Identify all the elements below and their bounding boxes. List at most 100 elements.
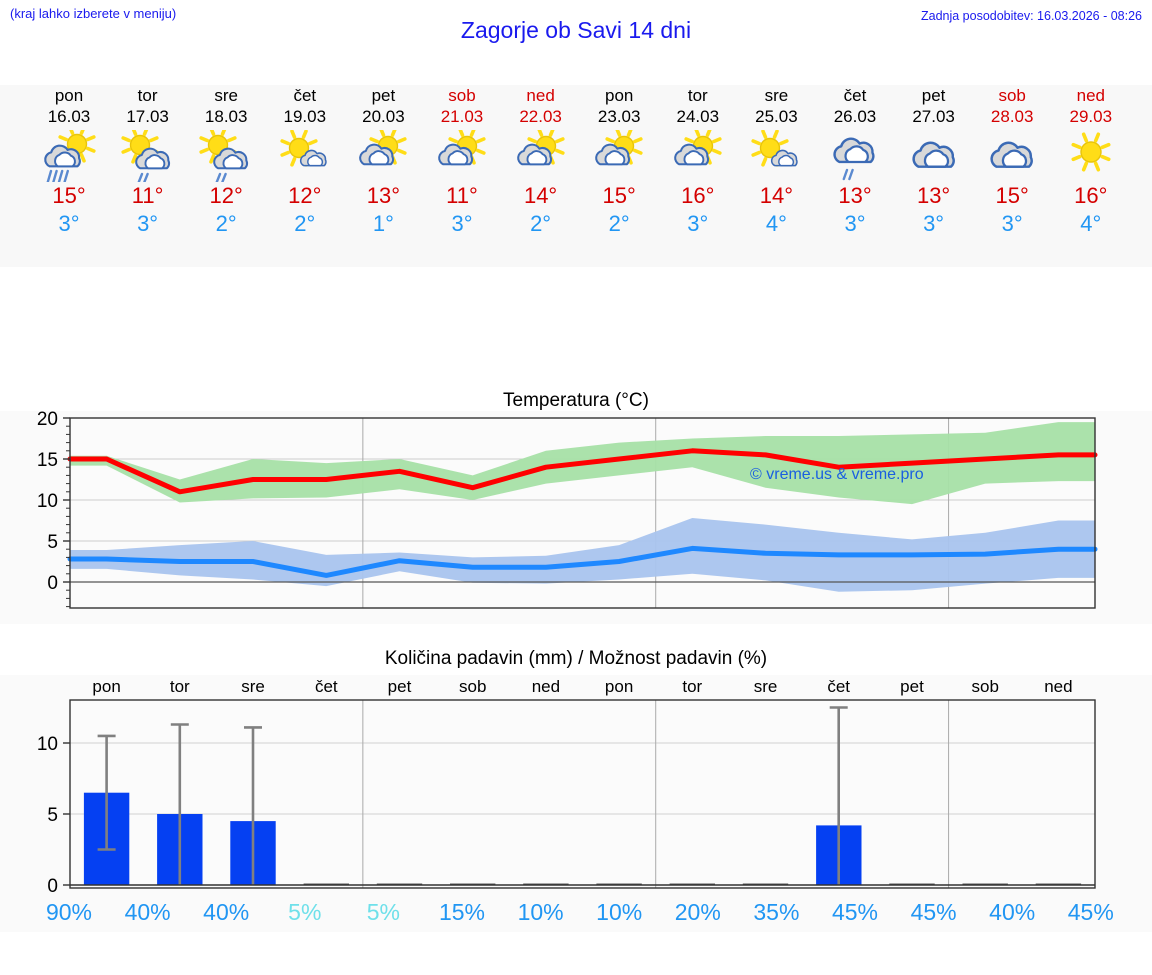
day-date-label: 20.03 (362, 107, 405, 126)
min-temperature-label: 3° (137, 211, 159, 236)
page-header: (kraj lahko izberete v meniju) Zagorje o… (0, 0, 1152, 60)
precipitation-probability-5: 5% (366, 899, 401, 925)
day-column-14[interactable]: ned 29.03 16° 4° (1051, 85, 1130, 238)
day-column-4[interactable]: čet 19.03 12° 2° (265, 85, 344, 238)
day-of-week-label: ned (526, 86, 555, 105)
min-temperature-label: 1° (372, 211, 394, 236)
precipitation-probability-9: 20% (674, 899, 721, 925)
max-temperature-label: 15° (52, 183, 86, 208)
day-column-8[interactable]: pon 23.03 15° 2° (580, 85, 659, 238)
temp-section-top-spacer (0, 384, 1152, 411)
svg-text:0: 0 (47, 573, 58, 594)
svg-text:5: 5 (47, 532, 58, 553)
day-column-1[interactable]: pon 16.03 15° 3° (30, 85, 109, 238)
copyright-text: © vreme.us & vreme.pro (750, 466, 924, 483)
day-column-5[interactable]: pet 20.03 13° 1° (344, 85, 423, 238)
day-column-12[interactable]: pet 27.03 13° 3° (894, 85, 973, 238)
day-date-label: 24.03 (676, 107, 720, 126)
day-date-label: 23.03 (597, 107, 641, 126)
prec-day-label-1: pon (92, 677, 120, 696)
sun-cloud-icon (438, 130, 486, 166)
min-temperature-label: 2° (608, 211, 630, 236)
day-date-label: 27.03 (912, 107, 955, 126)
prec-day-label-13: sob (971, 677, 998, 696)
weather-icon-wrap (423, 130, 502, 182)
precipitation-probability-11: 45% (831, 899, 879, 925)
sun-smallcloud-icon (280, 130, 327, 167)
max-temperature-label: 13° (838, 183, 872, 208)
svg-text:10: 10 (37, 734, 58, 755)
weather-icon-wrap (973, 130, 1052, 182)
cloud-icon (990, 141, 1034, 168)
min-temperature-label: 2° (294, 211, 316, 236)
max-temperature-label: 12° (288, 183, 322, 208)
day-column-9[interactable]: tor 24.03 16° 3° (658, 85, 737, 238)
day-of-week-label: čet (293, 86, 317, 105)
max-temperature-label: 14° (759, 183, 794, 208)
sun-cloud-lightrain-icon (199, 130, 249, 182)
sun-cloud-icon (595, 130, 643, 166)
max-temperature-label: 12° (209, 183, 243, 208)
weather-icon-wrap (894, 130, 973, 182)
day-date-label: 18.03 (204, 107, 248, 126)
sun-cloud-icon (516, 130, 565, 166)
svg-text:20: 20 (37, 409, 58, 430)
min-temperature-label: 4° (1080, 211, 1102, 236)
page-title: Zagorje ob Savi 14 dni (460, 17, 692, 43)
precipitation-probability-6: 15% (438, 899, 486, 925)
precipitation-probability-4: 5% (288, 899, 322, 925)
weather-icon-wrap (187, 130, 266, 182)
max-temperature-label: 15° (995, 183, 1029, 208)
day-column-13[interactable]: sob 28.03 15° 3° (973, 85, 1052, 238)
min-temperature-label: 2° (215, 211, 237, 236)
max-temperature-label: 11° (131, 183, 164, 208)
daily-forecast-strip: pon 16.03 15° 3° tor 17.03 11° 3° sre 18.03 12°… (0, 85, 1152, 267)
day-column-10[interactable]: sre 25.03 14° 4° (737, 85, 816, 238)
precipitation-probability-8: 10% (596, 899, 643, 925)
day-of-week-label: sob (448, 86, 476, 105)
day-of-week-label: sre (214, 86, 238, 105)
min-temperature-label: 3° (844, 211, 866, 236)
weather-icon-wrap (265, 130, 344, 182)
sun-icon (1071, 132, 1111, 172)
svg-text:10: 10 (37, 491, 58, 512)
min-temperature-label: 3° (58, 211, 80, 236)
max-temperature-label: 14° (523, 183, 558, 208)
day-of-week-label: pon (605, 86, 634, 105)
prec-day-label-14: ned (1044, 677, 1072, 696)
day-column-11[interactable]: čet 26.03 13° 3° (816, 85, 895, 238)
day-date-label: 19.03 (283, 107, 327, 126)
prec-day-label-4: čet (315, 677, 338, 696)
weather-icon-wrap (108, 130, 187, 182)
sun-cloud-lightrain-icon (120, 130, 170, 182)
day-of-week-label: pet (371, 86, 396, 105)
max-temperature-label: 13° (366, 183, 401, 208)
day-date-label: 17.03 (126, 107, 169, 126)
cloud-lightrain-icon (833, 137, 875, 181)
day-column-3[interactable]: sre 18.03 12° 2° (187, 85, 266, 238)
svg-text:5: 5 (47, 805, 58, 826)
weather-icon-wrap (30, 130, 109, 182)
day-date-label: 21.03 (440, 107, 484, 126)
prec-section-top-spacer (0, 644, 1152, 675)
min-temperature-label: 4° (765, 211, 787, 236)
sun-cloud-icon (359, 130, 407, 166)
prec-day-label-11: čet (827, 677, 850, 696)
day-date-label: 22.03 (519, 107, 562, 126)
series-line-0 (67, 448, 1098, 495)
day-date-label: 25.03 (755, 107, 798, 126)
precipitation-probability-10: 35% (753, 899, 800, 925)
day-column-6[interactable]: sob 21.03 11° 3° (423, 85, 502, 238)
last-updated-text: Zadnja posodobitev: 16.03.2026 - 08:26 (920, 9, 1142, 23)
precipitation-probability-3: 40% (203, 899, 250, 925)
prec-day-label-12: pet (900, 677, 924, 696)
prec-day-label-3: sre (241, 677, 265, 696)
min-temperature-label: 3° (451, 211, 473, 236)
weather-icon-wrap (1051, 130, 1130, 182)
prec-day-label-5: pet (388, 677, 412, 696)
day-column-2[interactable]: tor 17.03 11° 3° (108, 85, 187, 238)
day-column-7[interactable]: ned 22.03 14° 2° (501, 85, 580, 238)
series-line-1 (67, 545, 1098, 578)
